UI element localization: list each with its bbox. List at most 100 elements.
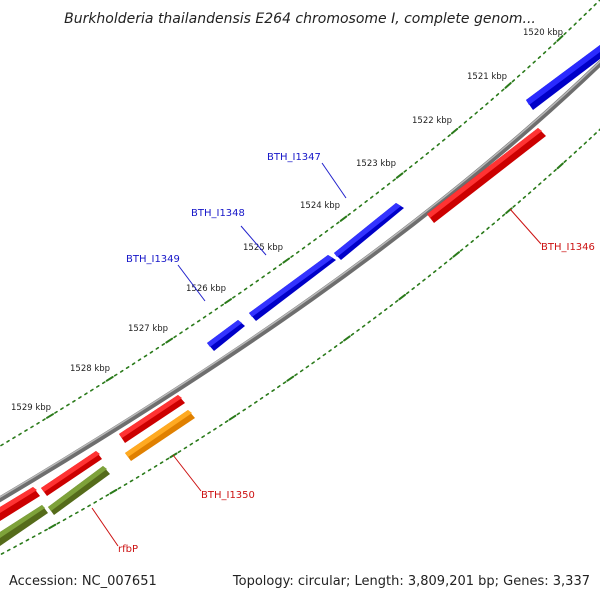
minor-tick — [6, 439, 10, 443]
gene-label-rfbP[interactable]: rfbP — [118, 544, 138, 555]
minor-tick — [568, 155, 572, 159]
minor-tick — [522, 69, 526, 74]
gene-BTH_I1349[interactable] — [207, 320, 245, 351]
minor-tick — [141, 472, 146, 476]
minor-tick — [219, 423, 223, 427]
minor-tick — [201, 435, 205, 439]
minor-tick — [553, 41, 557, 45]
minor-tick — [236, 412, 241, 416]
major-tick — [46, 413, 54, 419]
minor-tick — [259, 396, 264, 400]
minor-tick — [573, 150, 578, 154]
gene-BTH_I1350[interactable] — [125, 410, 195, 461]
major-tick — [105, 376, 114, 382]
minor-tick — [501, 88, 505, 92]
minor-tick — [532, 60, 536, 64]
major-tick — [109, 488, 118, 495]
minor-tick — [147, 468, 152, 472]
minor-tick — [305, 365, 310, 369]
minor-tick — [425, 152, 430, 156]
minor-tick — [443, 261, 448, 265]
minor-tick — [214, 307, 219, 311]
major-tick — [165, 337, 174, 344]
minor-tick — [301, 246, 306, 250]
minor-tick — [96, 384, 100, 388]
minor-tick — [358, 204, 363, 208]
gene-olive-left-edge[interactable] — [0, 505, 48, 546]
gene-BTH_I1348[interactable] — [249, 255, 336, 321]
gene-label-BTH_I1348[interactable]: BTH_I1348 — [191, 208, 245, 219]
minor-tick — [403, 169, 408, 173]
minor-tick — [389, 303, 394, 308]
minor-tick — [583, 12, 587, 16]
minor-tick — [294, 373, 298, 377]
minor-tick — [568, 27, 572, 31]
minor-tick — [62, 518, 67, 522]
minor-tick — [416, 282, 421, 286]
forward-strand-genes — [207, 45, 600, 351]
gene-red-1350-left[interactable] — [119, 395, 185, 443]
minor-tick — [414, 160, 419, 164]
minor-tick — [6, 548, 11, 552]
minor-tick — [249, 283, 254, 287]
minor-tick — [542, 50, 547, 55]
major-tick — [556, 162, 564, 170]
minor-tick — [125, 366, 130, 370]
minor-tick — [593, 2, 597, 7]
minor-tick — [131, 362, 136, 366]
gene-BTH_I1346[interactable] — [427, 128, 546, 223]
minor-tick — [267, 271, 271, 275]
major-tick — [398, 293, 406, 301]
gene-label-BTH_I1347[interactable]: BTH_I1347 — [267, 152, 321, 163]
minor-tick — [432, 270, 437, 274]
minor-tick — [474, 111, 478, 115]
gene-label-BTH_I1349[interactable]: BTH_I1349 — [126, 254, 180, 265]
minor-tick — [479, 106, 484, 110]
minor-tick — [578, 146, 583, 150]
minor-tick — [161, 342, 166, 346]
gene-rfbP[interactable] — [48, 466, 110, 515]
minor-tick — [347, 212, 351, 216]
minor-tick — [119, 369, 124, 373]
major-tick — [339, 215, 348, 222]
gene-label-BTH_I1350[interactable]: BTH_I1350 — [201, 490, 255, 501]
minor-tick — [276, 385, 281, 389]
minor-tick — [261, 275, 265, 279]
gene-BTH_I1346-track[interactable] — [526, 45, 600, 110]
tick-label: 1523 kbp — [356, 159, 396, 169]
minor-tick — [427, 274, 432, 278]
minor-tick — [438, 265, 442, 269]
minor-tick — [137, 358, 142, 362]
minor-tick — [563, 159, 567, 163]
minor-tick — [202, 315, 207, 319]
tick-label: 1528 kbp — [70, 364, 110, 374]
minor-tick — [330, 225, 334, 229]
minor-tick — [208, 311, 213, 315]
minor-tick — [19, 542, 24, 545]
minor-tick — [375, 191, 380, 195]
minor-tick — [339, 341, 344, 345]
gene-BTH_I1347[interactable] — [334, 203, 404, 260]
minor-tick — [243, 287, 248, 291]
minor-tick — [458, 125, 462, 129]
minor-tick — [350, 332, 355, 336]
minor-tick — [18, 432, 22, 436]
minor-tick — [185, 327, 189, 331]
gene-red-rfbp-region[interactable] — [41, 451, 102, 496]
minor-tick — [369, 195, 374, 199]
minor-tick — [25, 538, 30, 542]
minor-tick — [155, 346, 160, 350]
minor-tick — [68, 514, 73, 518]
gene-label-BTH_I1346[interactable]: BTH_I1346 — [541, 242, 595, 253]
minor-tick — [105, 493, 110, 497]
minor-tick — [522, 195, 527, 199]
minor-tick — [75, 511, 79, 515]
minor-tick — [336, 221, 340, 225]
minor-tick — [179, 331, 183, 335]
minor-tick — [149, 350, 154, 354]
minor-tick — [24, 429, 28, 432]
gene-red-left-edge[interactable] — [0, 487, 40, 521]
genome-stats-text: Topology: circular; Length: 3,809,201 bp… — [232, 574, 590, 589]
minor-tick — [447, 134, 451, 138]
